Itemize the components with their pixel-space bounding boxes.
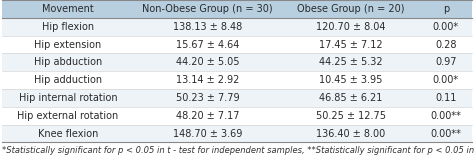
Text: 120.70 ± 8.04: 120.70 ± 8.04 (316, 22, 385, 32)
Text: Hip adduction: Hip adduction (34, 75, 102, 85)
Text: 10.45 ± 3.95: 10.45 ± 3.95 (319, 75, 383, 85)
Text: Obese Group (n = 20): Obese Group (n = 20) (297, 4, 404, 14)
Text: Hip internal rotation: Hip internal rotation (19, 93, 118, 103)
Text: Hip flexion: Hip flexion (42, 22, 94, 32)
Text: 50.25 ± 12.75: 50.25 ± 12.75 (316, 111, 386, 121)
Text: Non-Obese Group (n = 30): Non-Obese Group (n = 30) (142, 4, 273, 14)
Text: Movement: Movement (42, 4, 94, 14)
Text: 50.23 ± 7.79: 50.23 ± 7.79 (176, 93, 239, 103)
Text: 0.00**: 0.00** (430, 129, 461, 139)
Text: Hip abduction: Hip abduction (34, 57, 102, 67)
Text: Hip external rotation: Hip external rotation (18, 111, 118, 121)
Text: 13.14 ± 2.92: 13.14 ± 2.92 (176, 75, 239, 85)
Text: 0.00**: 0.00** (430, 111, 461, 121)
Text: 15.67 ± 4.64: 15.67 ± 4.64 (176, 40, 239, 50)
Text: 138.13 ± 8.48: 138.13 ± 8.48 (173, 22, 242, 32)
Text: Hip extension: Hip extension (35, 40, 102, 50)
Text: 48.20 ± 7.17: 48.20 ± 7.17 (176, 111, 239, 121)
Text: p: p (443, 4, 449, 14)
Text: 0.00*: 0.00* (433, 22, 459, 32)
Text: 148.70 ± 3.69: 148.70 ± 3.69 (173, 129, 242, 139)
Text: 0.00*: 0.00* (433, 75, 459, 85)
Text: 0.28: 0.28 (435, 40, 456, 50)
Text: 0.11: 0.11 (435, 93, 456, 103)
Text: 0.97: 0.97 (435, 57, 456, 67)
Text: 44.25 ± 5.32: 44.25 ± 5.32 (319, 57, 383, 67)
Text: 17.45 ± 7.12: 17.45 ± 7.12 (319, 40, 383, 50)
Text: *Statistically significant for p < 0.05 in t - test for independent samples, **S: *Statistically significant for p < 0.05 … (2, 146, 474, 155)
Text: Knee flexion: Knee flexion (38, 129, 98, 139)
Text: 136.40 ± 8.00: 136.40 ± 8.00 (316, 129, 385, 139)
Text: 44.20 ± 5.05: 44.20 ± 5.05 (176, 57, 239, 67)
Text: 46.85 ± 6.21: 46.85 ± 6.21 (319, 93, 383, 103)
